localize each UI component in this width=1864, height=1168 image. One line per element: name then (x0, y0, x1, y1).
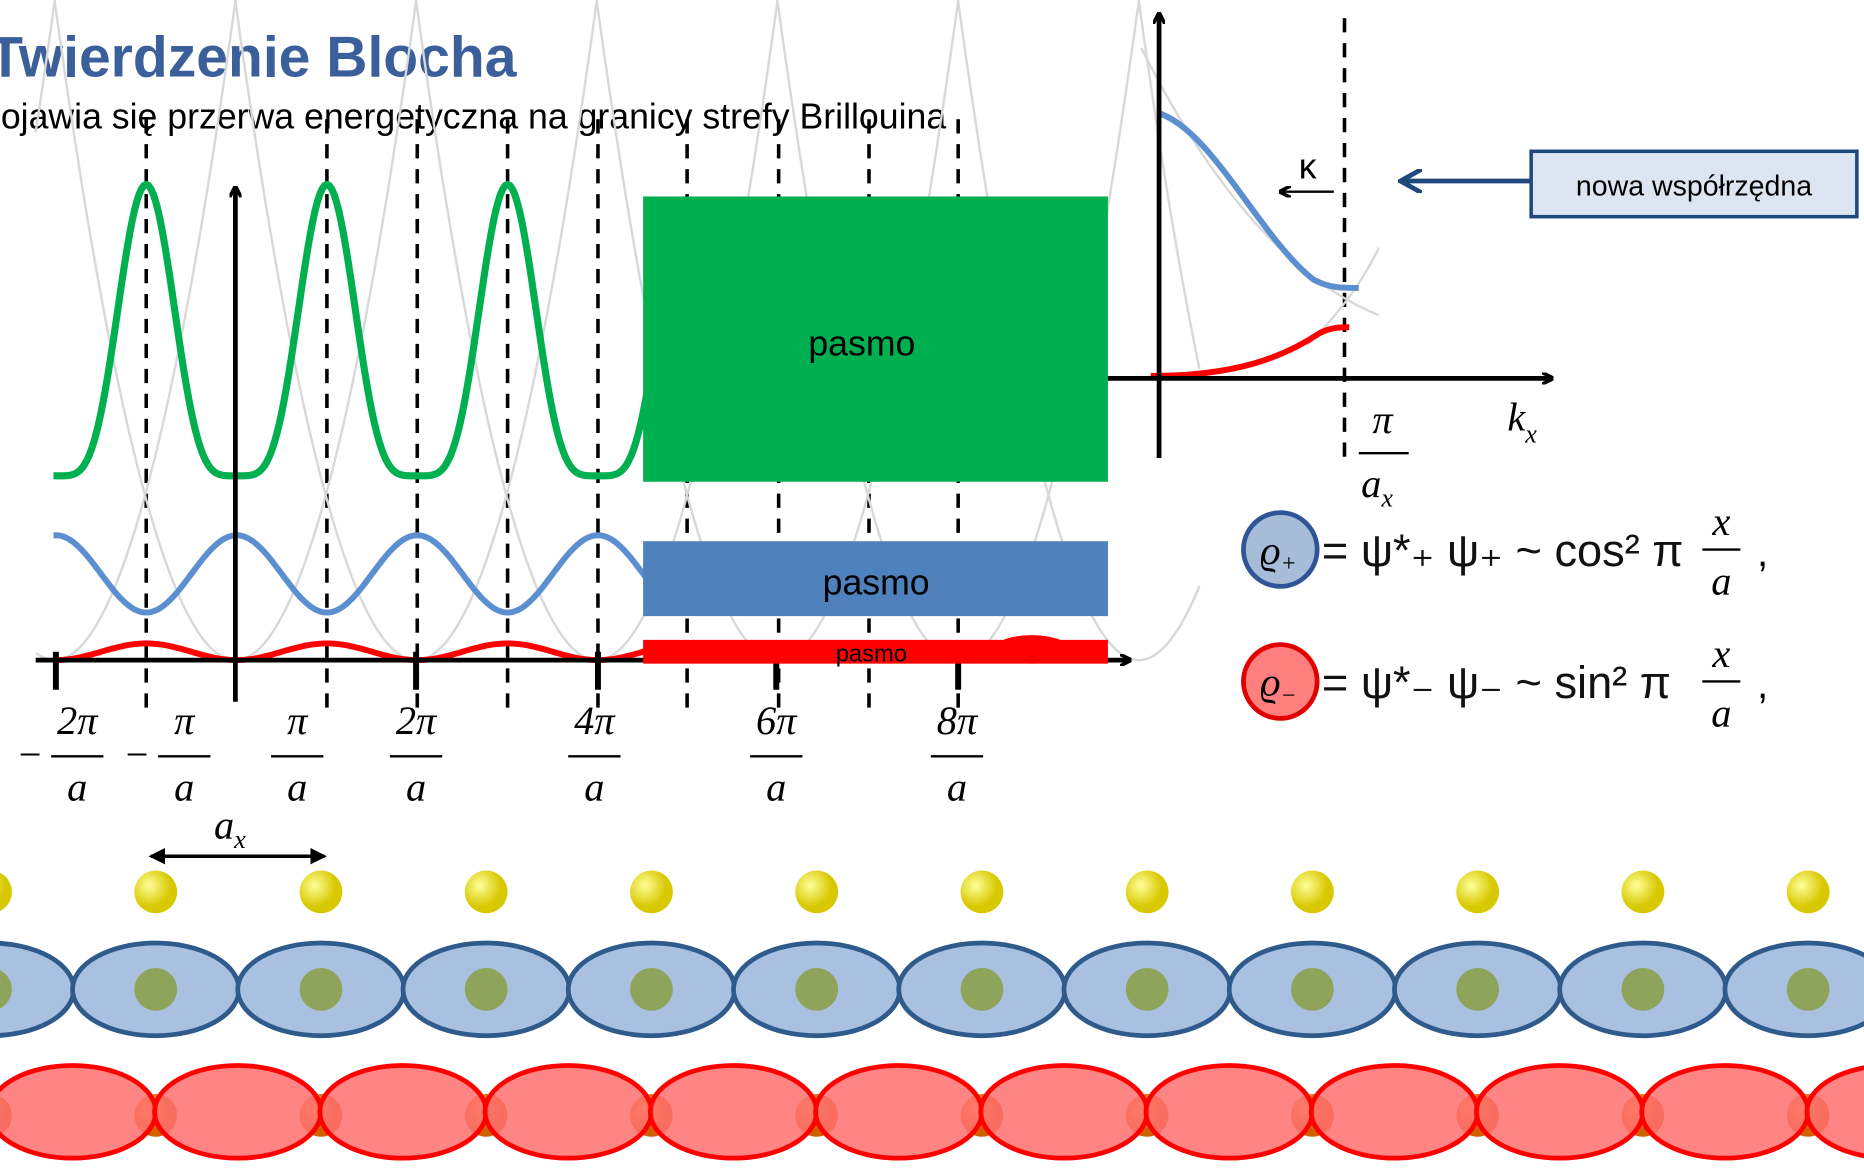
symbol: ϱ (1260, 660, 1281, 705)
tick-den: a (766, 764, 786, 809)
formula-num: x (1711, 631, 1730, 676)
tick-den: a (174, 764, 194, 809)
atom (1291, 870, 1334, 913)
formula-tail: , (1757, 661, 1768, 707)
antibonding-orbital (816, 1065, 982, 1158)
tick-num: π (174, 698, 196, 743)
tick-sign: − (123, 732, 150, 777)
atom (465, 870, 508, 913)
antibonding-orbital (1642, 1065, 1808, 1158)
page: Twierdzenie Blocha pojawia się przerwa e… (0, 0, 1864, 1168)
atom (1456, 968, 1499, 1011)
tick-den: a (947, 764, 967, 809)
symbol-sub: + (1281, 551, 1297, 577)
band-blob (994, 635, 1070, 664)
antibonding-orbital (1311, 1065, 1477, 1158)
antibonding-orbital (320, 1065, 486, 1158)
formulas: ϱ+= ψ*₊ ψ₊ ~ cos² πxa,ϱ−= ψ*₋ ψ₋ ~ sin² … (1243, 499, 1768, 735)
tick-sign: − (16, 732, 43, 777)
subtitle: pojawia się przerwa energetyczna na gran… (0, 97, 946, 137)
atom (1787, 968, 1830, 1011)
lower-band (1151, 327, 1350, 376)
kappa-label: κ (1299, 147, 1317, 187)
atom (134, 968, 177, 1011)
antibonding-orbital (485, 1065, 651, 1158)
band-label: pasmo (823, 563, 930, 603)
atom (1621, 968, 1664, 1011)
tick-den: a (584, 764, 604, 809)
atom (1787, 870, 1830, 913)
parabola (1112, 0, 1200, 369)
atom (0, 870, 12, 913)
atom (134, 870, 177, 913)
atom (630, 968, 673, 1011)
band-curve-1 (53, 643, 647, 660)
antibonding-orbital (1807, 1065, 1864, 1158)
kx-label: kx (1507, 395, 1537, 449)
atom (300, 870, 343, 913)
boundary-den-main: a (1361, 461, 1381, 506)
antibonding-orbital (155, 1065, 321, 1158)
atom (1456, 870, 1499, 913)
tick-den: a (406, 764, 426, 809)
boundary-num: π (1372, 397, 1394, 442)
upper-band (1159, 113, 1359, 288)
atom (630, 870, 673, 913)
symbol: ϱ (1260, 528, 1281, 573)
boundary-den: ax (1361, 461, 1393, 513)
atom (465, 968, 508, 1011)
atom (795, 870, 838, 913)
antibonding-orbital (1146, 1065, 1312, 1158)
atom (1291, 968, 1334, 1011)
antibonding-orbital (0, 1065, 156, 1158)
atom (795, 968, 838, 1011)
atom (1126, 968, 1169, 1011)
tick-num: 8π (937, 698, 979, 743)
tick-num: 4π (574, 698, 616, 743)
tick-num: 2π (57, 698, 99, 743)
atom (961, 870, 1004, 913)
formula-den: a (1711, 691, 1731, 736)
callout-text: nowa współrzędna (1576, 170, 1812, 202)
antibonding-orbital (981, 1065, 1147, 1158)
atom (1621, 870, 1664, 913)
kx-sub: x (1524, 420, 1537, 449)
formula-body: = ψ*₋ ψ₋ ~ sin² π (1322, 657, 1671, 708)
formula-tail: , (1757, 529, 1768, 575)
period-sub: x (233, 825, 246, 854)
tick-num: 2π (396, 698, 438, 743)
tick-num: 6π (756, 698, 798, 743)
band-curve-2 (53, 535, 700, 612)
antibonding-orbital (650, 1065, 816, 1158)
formula-den: a (1711, 559, 1731, 604)
atom (1126, 870, 1169, 913)
boundary-den-sub: x (1380, 484, 1393, 513)
atom (961, 968, 1004, 1011)
atom-chain (0, 870, 1864, 1158)
period-label: ax (214, 802, 246, 854)
band-label: pasmo (808, 324, 915, 364)
band-label: pasmo (836, 640, 907, 667)
title: Twierdzenie Blocha (0, 25, 518, 89)
band-curve-3 (53, 185, 647, 476)
kx-main: k (1507, 395, 1526, 440)
tick-num: π (287, 698, 309, 743)
atom (300, 968, 343, 1011)
tick-den: a (287, 764, 307, 809)
slide: Twierdzenie Blocha pojawia się przerwa e… (0, 0, 1864, 1168)
period-main: a (214, 802, 234, 847)
antibonding-orbital (1476, 1065, 1642, 1158)
symbol-sub: − (1281, 683, 1297, 709)
tick-den: a (67, 764, 87, 809)
formula-body: = ψ*₊ ψ₊ ~ cos² π (1322, 525, 1684, 576)
formula-num: x (1711, 499, 1730, 544)
